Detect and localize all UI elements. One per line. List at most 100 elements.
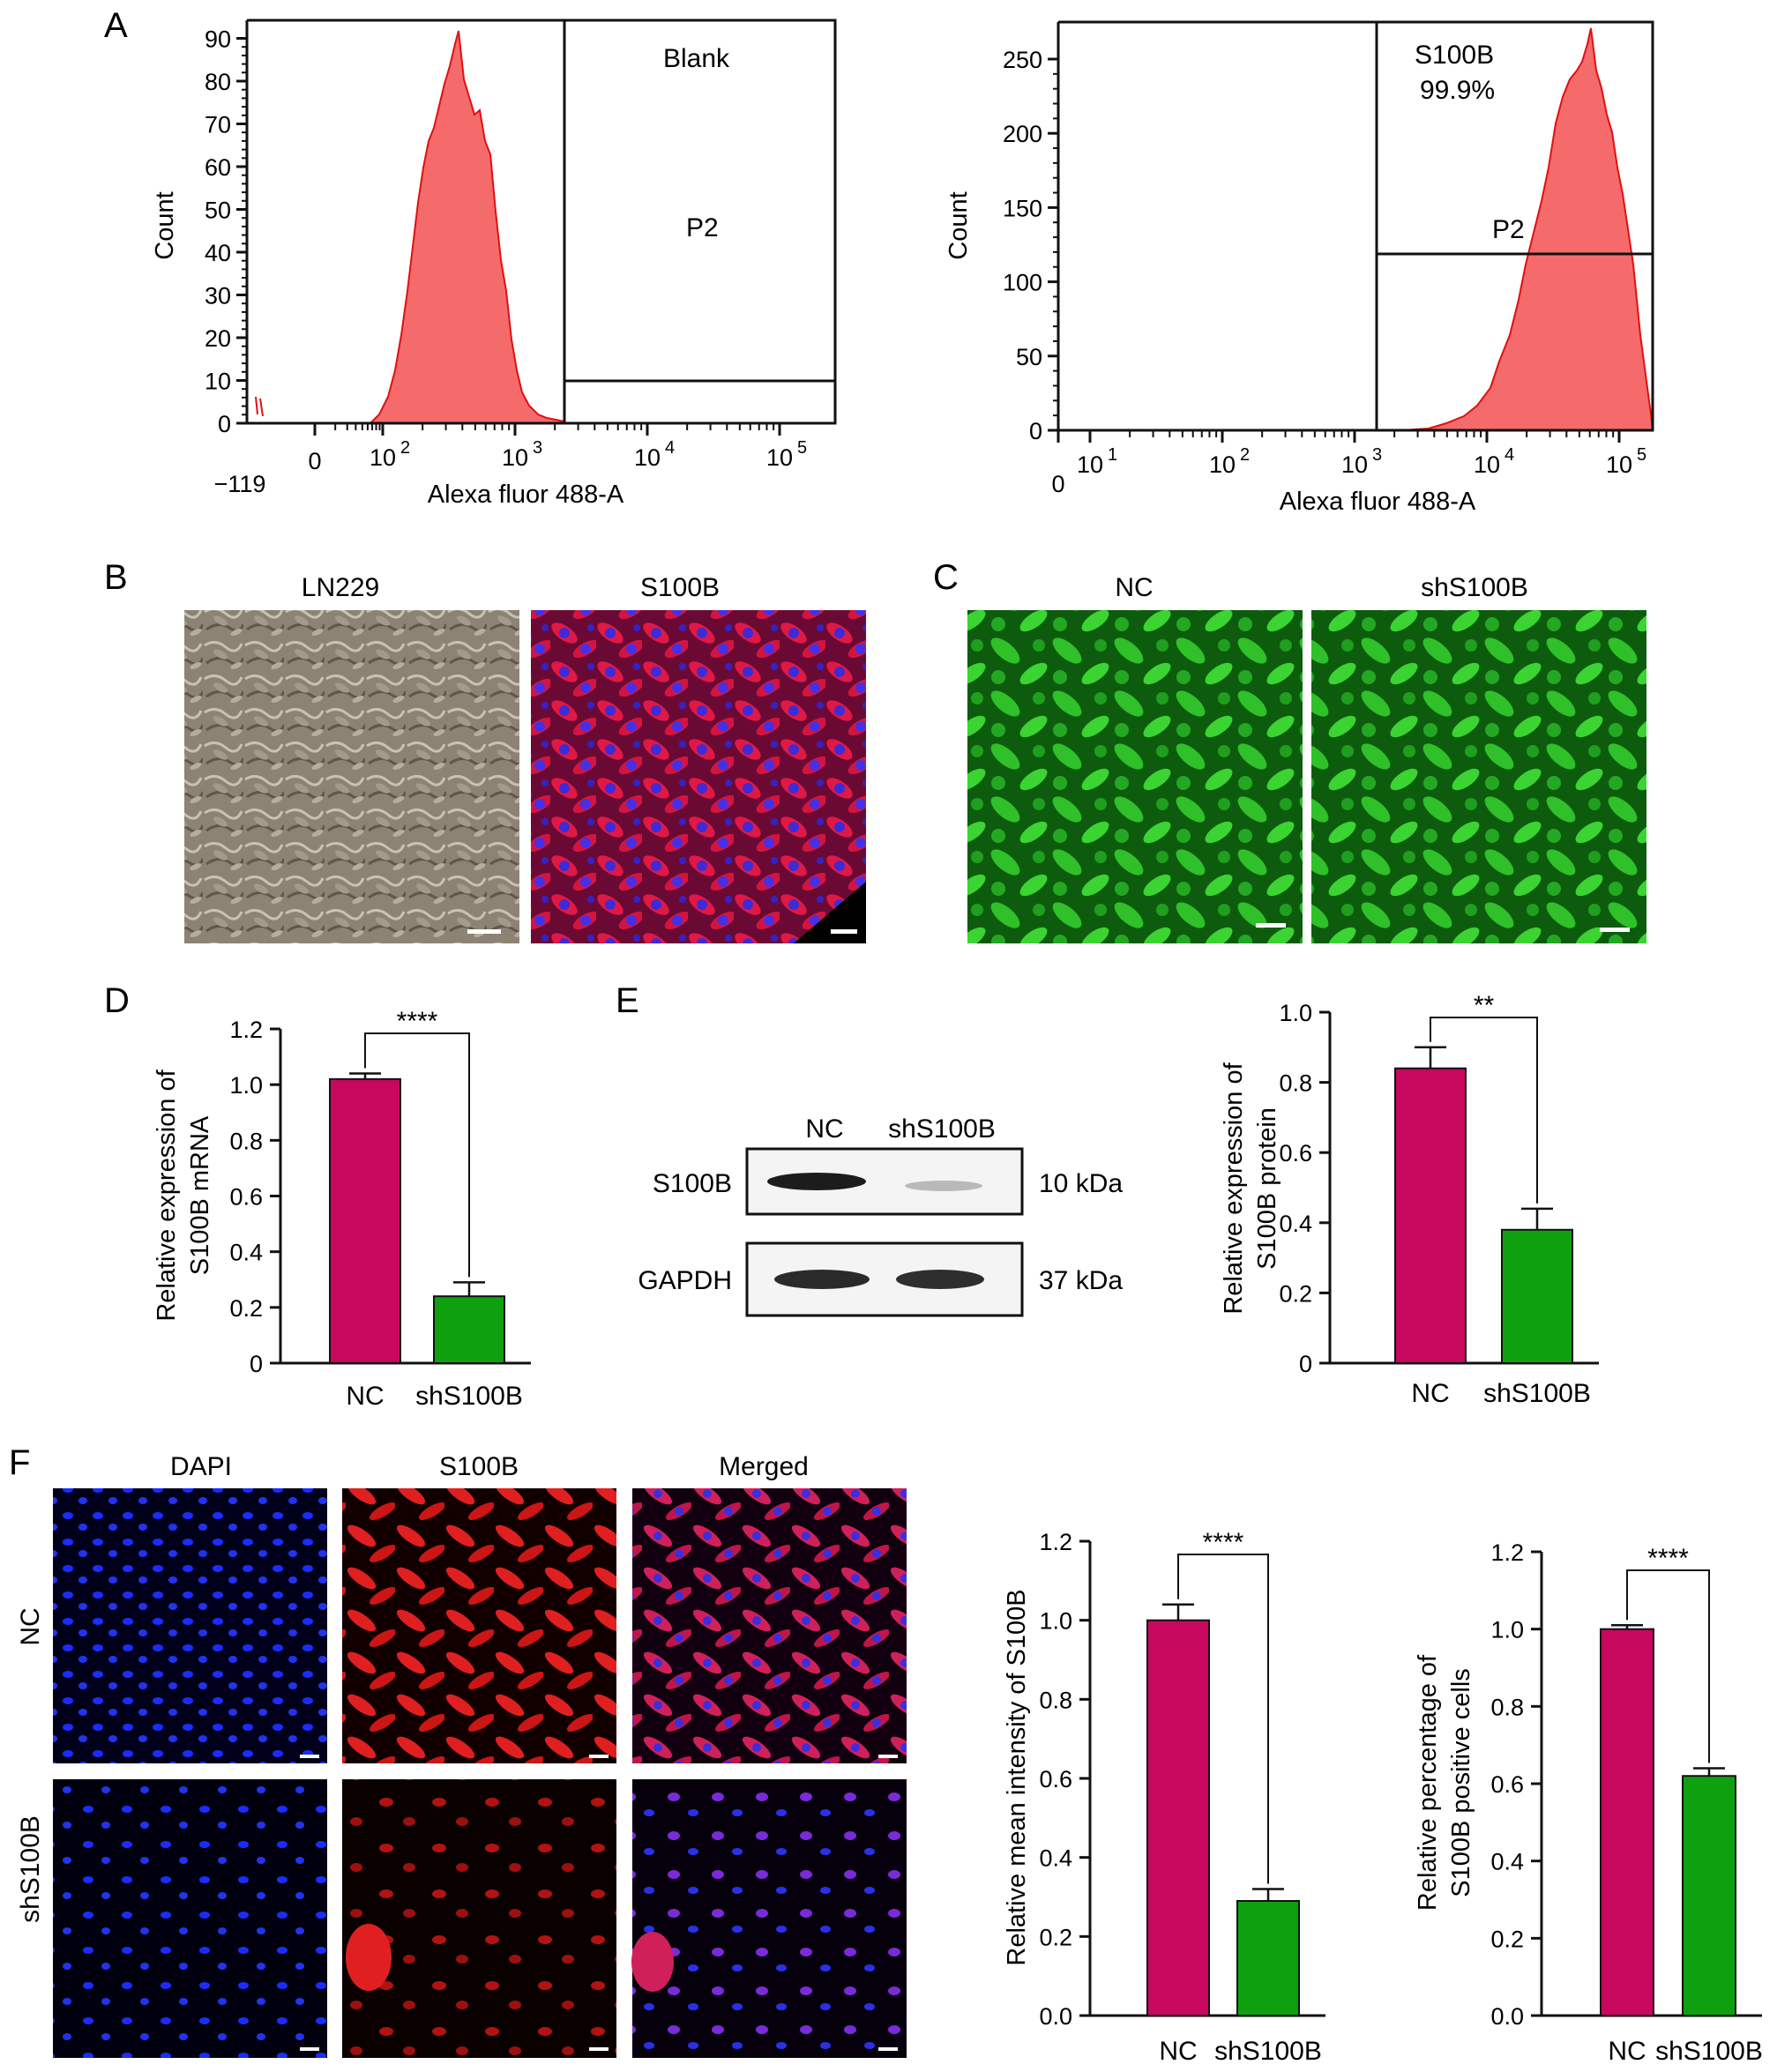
x-tick-label: 10	[1474, 451, 1500, 478]
x-tick-label: NC	[1411, 1379, 1449, 1408]
y-tick-label: 0.0	[1039, 2003, 1072, 2030]
y-tick-label: 40	[205, 240, 231, 266]
blot-kda-gapdh: 37 kDa	[1039, 1266, 1123, 1295]
y-tick-label: 1.2	[229, 1017, 263, 1043]
x-tick-label: 10	[502, 444, 528, 471]
significance-bracket	[364, 1032, 470, 1278]
x-tick-label: 0	[1051, 471, 1064, 497]
y-tick-label: 1.0	[1039, 1608, 1072, 1635]
y-axis-label: S100B mRNA	[186, 1115, 214, 1275]
significance-stars: ****	[1647, 1544, 1689, 1573]
y-tick-label: 0	[1029, 418, 1042, 444]
x-tick-label: shS100B	[1214, 2037, 1322, 2066]
bright-cell	[631, 1932, 674, 1992]
y-tick-label: 1.0	[229, 1072, 263, 1099]
scale-bar	[1600, 928, 1630, 932]
x-tick-label: NC	[1159, 2037, 1197, 2066]
bar-nc	[1394, 1067, 1467, 1365]
western-blot: NC shS100B S100B GAPDH 10 kDa 37 kDa	[638, 1114, 1123, 1317]
scale-bar	[467, 929, 501, 934]
x-tick-label: 10	[1209, 451, 1236, 478]
x-tick-label: 10	[1341, 451, 1368, 478]
panel-label-f: F	[9, 1443, 30, 1482]
band-s100b-nc	[767, 1173, 866, 1190]
blot-lane-shs100b: shS100B	[888, 1114, 996, 1144]
y-tick-label: 200	[1003, 121, 1042, 147]
micrograph-s100b-sh	[342, 1779, 616, 2058]
bar-nc	[1600, 1628, 1654, 2016]
panel-label-a: A	[104, 6, 128, 45]
y-tick-label: 0.8	[1279, 1070, 1312, 1097]
y-tick-label: 0.6	[1039, 1766, 1072, 1793]
x-tick-label: NC	[1608, 2037, 1646, 2066]
micrograph-dapi-sh	[53, 1779, 327, 2058]
y-axis-label: Relative percentage of	[1414, 1654, 1442, 1911]
scale-bar	[1256, 923, 1286, 928]
band-gapdh-sh	[896, 1270, 984, 1289]
bar-chart-f1: 0.0 0.2 0.4 0.6 0.8 1.0 1.2 NC shS100B **** Relati…	[1003, 1528, 1325, 2066]
y-axis-label: Relative expression of	[1220, 1062, 1248, 1314]
micrograph-s100b-stain	[531, 610, 866, 943]
blot-kda-s100b: 10 kDa	[1039, 1169, 1123, 1198]
col-title-s100b: S100B	[439, 1452, 519, 1481]
x-tick-exponent: 2	[400, 438, 410, 458]
micrograph-s100b-nc	[342, 1488, 616, 1763]
significance-stars: ****	[397, 1007, 438, 1036]
y-tick-label: 0.2	[1279, 1280, 1312, 1307]
y-tick-label: 0.8	[229, 1128, 263, 1154]
micrograph-gfp-shs100b	[1311, 610, 1646, 943]
scale-bar	[300, 1755, 319, 1758]
panel-label-d: D	[104, 981, 130, 1020]
y-tick-label: 0	[1299, 1351, 1312, 1377]
y-tick-label: 0.4	[229, 1240, 263, 1266]
y-tick-label: 50	[1016, 344, 1042, 370]
blot-lane-nc: NC	[805, 1114, 843, 1144]
x-tick-label: 10	[1606, 451, 1632, 478]
scale-bar	[300, 2047, 319, 2051]
y-tick-label: 10	[205, 369, 231, 395]
y-tick-label: 0.2	[1039, 1924, 1072, 1950]
y-tick-label: 20	[205, 325, 231, 352]
panel-label-b: B	[104, 558, 128, 597]
image-title-shs100b: shS100B	[1421, 573, 1528, 602]
row-label-nc: NC	[16, 1607, 45, 1645]
y-tick-label: 0.8	[1490, 1694, 1524, 1720]
gate-right-label: S100B	[1415, 41, 1494, 70]
significance-stars: ****	[1203, 1528, 1244, 1557]
y-tick-label: 0.0	[1490, 2003, 1524, 2030]
flow-left-xlabel: Alexa fluor 488-A	[428, 481, 624, 509]
bar-chart-d: 0 0.2 0.4 0.6 0.8 1.0 1.2 NC shS100B **** Relative…	[153, 1007, 531, 1411]
y-tick-label: 0.6	[1490, 1771, 1524, 1798]
panel-label-e: E	[616, 981, 639, 1020]
y-tick-label: 0	[218, 411, 231, 437]
scale-bar	[878, 1755, 898, 1758]
bar-chart-e: 0 0.2 0.4 0.6 0.8 1.0 NC shS100B ** Relative expr…	[1220, 991, 1599, 1408]
region-left-label: P2	[686, 213, 719, 242]
y-tick-label: 30	[205, 283, 231, 309]
bar-nc	[1146, 1619, 1210, 2016]
y-tick-label: 0.4	[1039, 1845, 1072, 1872]
x-tick-label: shS100B	[1655, 2037, 1763, 2066]
y-axis-label: Relative mean intensity of S100B	[1003, 1589, 1031, 1965]
micrograph-dark-corner	[794, 882, 866, 943]
blot-name-gapdh: GAPDH	[638, 1266, 732, 1295]
x-tick-label: shS100B	[415, 1382, 523, 1411]
y-tick-label: 0.2	[229, 1295, 263, 1322]
band-gapdh-nc	[774, 1270, 870, 1289]
flow-right-xlabel: Alexa fluor 488-A	[1280, 488, 1476, 516]
x-tick-exponent: 5	[797, 438, 807, 458]
flow-left-xmin: −119	[214, 471, 266, 497]
flow-right-ylabel: Count	[945, 191, 973, 259]
band-s100b-sh	[905, 1181, 982, 1191]
y-tick-label: 1.0	[1490, 1617, 1524, 1643]
bar-chart-f2: 0.0 0.2 0.4 0.6 0.8 1.0 1.2 NC shS100B **** Relati…	[1414, 1539, 1763, 2066]
bar-shs100b	[1682, 1775, 1736, 2016]
x-tick-label: 10	[634, 444, 661, 471]
y-tick-label: 250	[1003, 47, 1042, 73]
micrograph-merged-nc	[632, 1488, 907, 1763]
histogram-left-spike	[255, 396, 264, 417]
y-tick-label: 80	[205, 69, 231, 95]
image-title-ln229: LN229	[302, 573, 379, 602]
bright-cell	[346, 1924, 392, 1991]
